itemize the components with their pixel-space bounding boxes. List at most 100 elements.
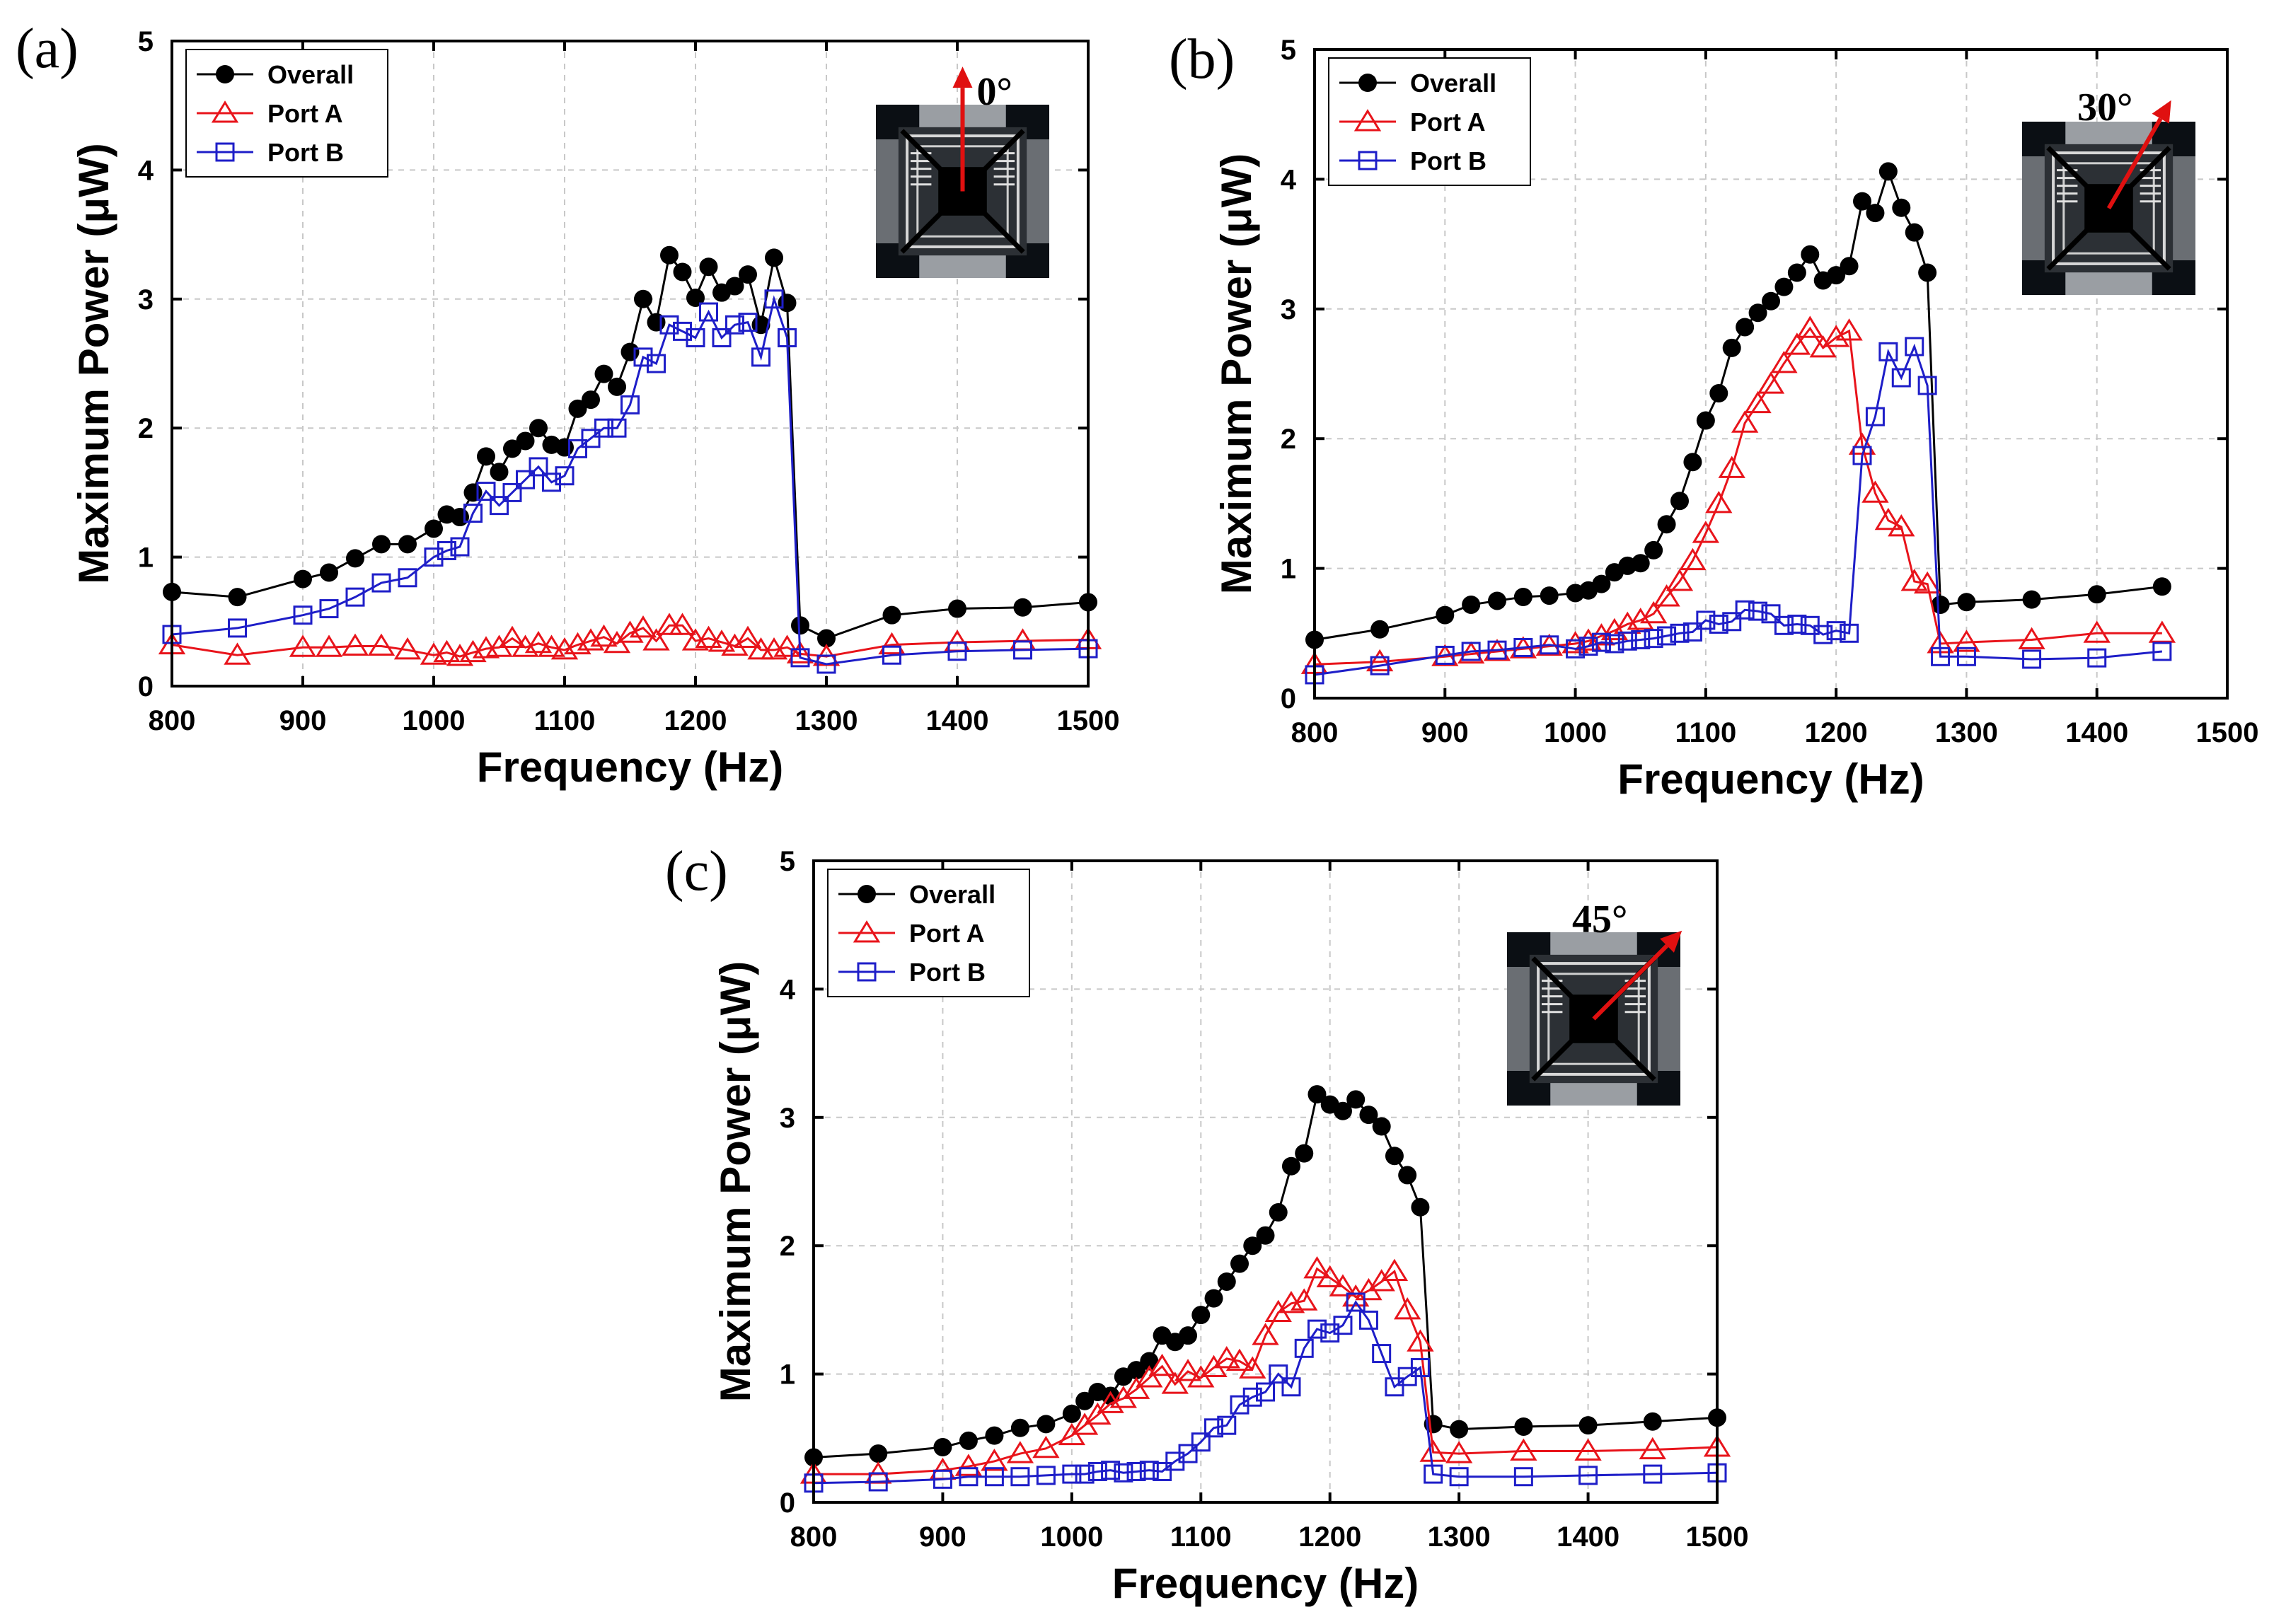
angle-label: 45° — [1572, 898, 1627, 941]
y-tick-label: 1 — [138, 543, 154, 574]
data-point — [673, 321, 692, 341]
data-point — [1450, 1420, 1469, 1439]
data-point — [582, 390, 600, 410]
data-point — [1342, 1284, 1370, 1307]
data-point — [1774, 615, 1794, 635]
data-point — [1291, 1288, 1318, 1311]
data-point — [1631, 554, 1650, 573]
data-point — [319, 599, 339, 619]
data-point — [1353, 109, 1382, 132]
data-point — [1217, 1415, 1237, 1435]
data-point — [1329, 1274, 1357, 1297]
series-line — [1314, 168, 2163, 641]
data-point — [1639, 601, 1668, 624]
data-point — [1191, 1432, 1211, 1452]
data-point — [1770, 350, 1798, 373]
data-point — [686, 288, 705, 307]
data-point — [1281, 1156, 1300, 1176]
y-axis-title: Maximum Power (μW) — [1213, 153, 1260, 594]
data-point — [947, 642, 967, 661]
y-axis-title: Maximum Power (μW) — [70, 143, 117, 584]
x-tick-label: 800 — [1291, 717, 1339, 748]
data-point — [1242, 1387, 1262, 1407]
legend-label: Overall — [1410, 69, 1496, 98]
y-tick-label: 5 — [138, 26, 154, 57]
y-tick-label: 1 — [780, 1359, 795, 1391]
micrograph-spring-outline — [2052, 151, 2166, 265]
x-axis-title: Frequency (Hz) — [1112, 1560, 1419, 1607]
chart-panel-c: 800 900 1000 1100 1200 1300 1400 1500 0 1 2 3 4 5 Freq… — [665, 840, 1748, 1607]
data-point — [555, 466, 575, 486]
data-point — [1639, 1437, 1666, 1460]
data-point — [954, 1454, 983, 1476]
legend-label: Port A — [267, 99, 343, 128]
data-point — [1931, 646, 1951, 666]
y-tick-label: 4 — [1281, 164, 1297, 195]
data-point — [1891, 368, 1911, 388]
data-point — [1718, 456, 1745, 478]
data-point — [1178, 1444, 1198, 1463]
data-point — [642, 628, 670, 651]
x-tick-label: 800 — [149, 705, 196, 736]
x-tick-label: 1300 — [795, 705, 858, 736]
data-point — [1801, 245, 1820, 264]
plot-frame — [1313, 48, 2229, 700]
series-port-b — [1305, 337, 2172, 685]
data-point — [1161, 1371, 1189, 1394]
legend-label: Overall — [909, 880, 995, 909]
data-point — [424, 547, 444, 567]
data-point — [451, 508, 469, 527]
data-point — [1796, 315, 1824, 338]
data-point — [708, 630, 736, 652]
data-point — [320, 563, 338, 582]
data-point — [346, 549, 364, 568]
data-point — [1861, 480, 1889, 503]
x-tick-label: 1200 — [664, 705, 727, 736]
data-point — [1513, 1467, 1533, 1487]
device-micrograph — [876, 66, 1049, 278]
data-point — [647, 354, 666, 373]
data-point — [1346, 1090, 1366, 1109]
data-point — [1153, 1461, 1172, 1481]
x-tick-label: 1200 — [1805, 717, 1868, 748]
data-point — [933, 1437, 952, 1456]
data-point — [1692, 521, 1720, 543]
data-point — [773, 634, 801, 657]
data-point — [529, 457, 548, 477]
data-point — [294, 569, 312, 588]
data-point — [1731, 410, 1759, 433]
data-point — [1666, 569, 1694, 591]
series-port-a — [158, 613, 1102, 666]
data-point — [476, 482, 496, 501]
x-tick-label: 1500 — [2196, 717, 2259, 748]
data-point — [1385, 1147, 1404, 1166]
data-point — [764, 289, 784, 309]
data-point — [1087, 1461, 1107, 1481]
data-point — [215, 142, 235, 162]
data-point — [858, 885, 876, 903]
x-tick-label: 1500 — [1686, 1521, 1749, 1553]
data-point — [1217, 1272, 1236, 1291]
data-point — [1225, 1348, 1254, 1371]
data-point — [315, 634, 343, 657]
data-point — [398, 535, 417, 554]
plot-frame — [171, 40, 1090, 688]
data-point — [1905, 223, 1924, 242]
data-point — [568, 439, 587, 458]
data-point — [1510, 1438, 1537, 1461]
data-point — [1307, 1085, 1327, 1104]
legend-label: Port B — [1410, 146, 1487, 175]
data-point — [1358, 1310, 1378, 1330]
chart-panel-a: 800 900 1000 1100 1200 1300 1400 1500 0 1 2 3 4 5 Freq… — [16, 18, 1119, 791]
data-point — [393, 637, 422, 660]
data-point — [1578, 1466, 1598, 1485]
data-point — [437, 540, 456, 560]
legend-label: Port A — [909, 919, 985, 948]
data-point — [853, 920, 881, 943]
series-line — [813, 1300, 1718, 1485]
data-point — [1826, 621, 1846, 641]
data-point — [1644, 629, 1663, 649]
y-tick-label: 0 — [138, 671, 154, 702]
data-point — [1683, 453, 1702, 472]
data-point — [1761, 604, 1781, 624]
